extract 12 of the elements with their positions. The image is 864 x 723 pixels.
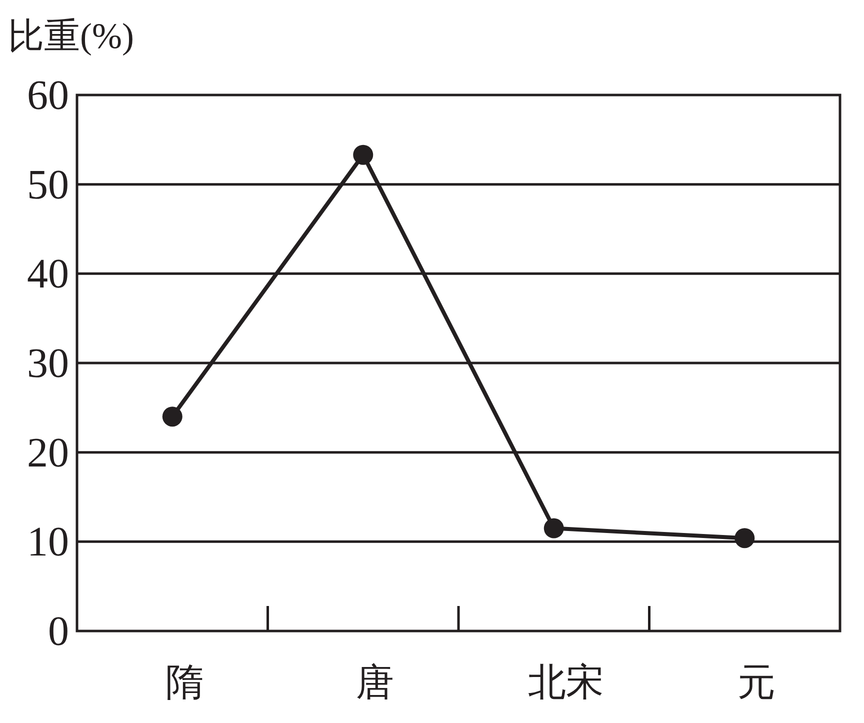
ytick: 50 (27, 162, 69, 208)
ylabel: 比重(%) (8, 16, 134, 56)
ytick: 30 (27, 341, 69, 387)
ytick: 20 (27, 430, 69, 476)
ytick: 10 (27, 520, 69, 566)
xlabel: 北宋 (528, 662, 604, 704)
ytick: 60 (27, 73, 69, 119)
xlabel: 唐 (356, 662, 394, 704)
xlabel: 元 (738, 662, 776, 704)
ytick: 40 (27, 252, 69, 298)
ytick: 0 (48, 609, 69, 655)
xlabel: 隋 (165, 662, 204, 704)
